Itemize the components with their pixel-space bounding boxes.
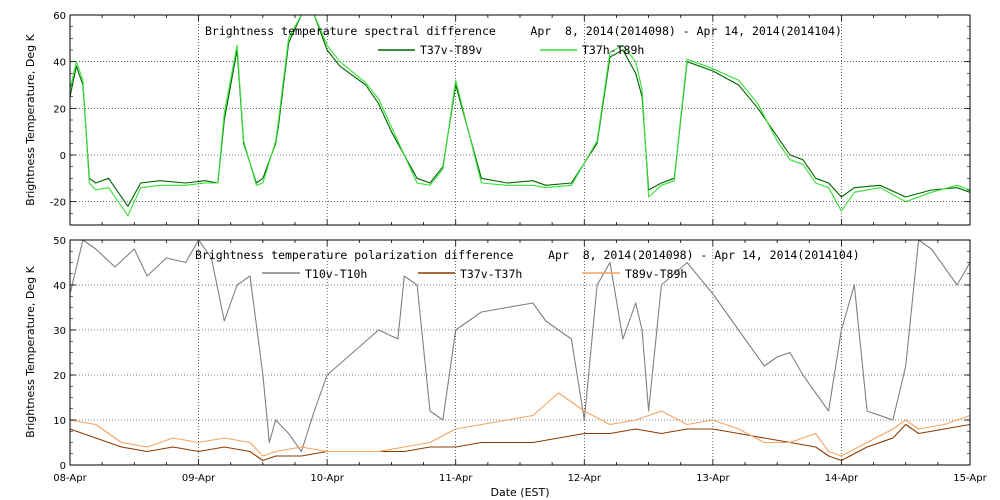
top-y-tick-label: -20 <box>50 198 66 209</box>
bottom-y-ticks: 0 10 20 30 40 50 <box>53 236 970 472</box>
legend-label-t37v-t89v: T37v-T89v <box>420 43 482 57</box>
legend-label-t10v-t10h: T10v-T10h <box>305 267 367 281</box>
bottom-series-group <box>69 239 971 462</box>
bottom-y-tick-label: 50 <box>53 236 66 247</box>
bottom-series-t89v-t89h <box>69 392 971 457</box>
x-tick-label: 12-Apr <box>568 473 602 484</box>
top-series-t37v-t89v <box>69 14 971 207</box>
x-tick-label: 08-Apr <box>53 473 87 484</box>
legend-label-t37v-t37h: T37v-T37h <box>460 267 522 281</box>
x-tick-label: 15-Apr <box>953 473 987 484</box>
top-y-tick-label: 40 <box>53 58 66 69</box>
bottom-y-tick-label: 0 <box>60 461 66 472</box>
top-y-ticks: -20 0 20 40 60 <box>50 11 970 226</box>
top-y-axis-label: Brightness Temperature, Deg K <box>24 33 37 205</box>
top-grid <box>70 15 970 225</box>
legend-label-t37h-t89h: T37h-T89h <box>582 43 644 57</box>
bottom-chart-title: Brightness temperature polarization diff… <box>195 248 860 262</box>
bottom-y-tick-label: 20 <box>53 371 66 382</box>
x-tick-label: 14-Apr <box>825 473 859 484</box>
bottom-y-tick-label: 30 <box>53 326 66 337</box>
top-y-tick-label: 0 <box>60 151 66 162</box>
top-chart-title: Brightness temperature spectral differen… <box>205 24 842 38</box>
x-tick-label: 10-Apr <box>310 473 344 484</box>
top-series-t37h-t89h <box>69 14 971 217</box>
x-tick-label: 13-Apr <box>696 473 730 484</box>
bottom-y-axis-label: Brightness Temperature, Deg K <box>24 265 37 437</box>
top-plot-frame <box>69 14 971 226</box>
bottom-y-tick-label: 40 <box>53 281 66 292</box>
bottom-series-t10v-t10h <box>69 239 971 453</box>
bottom-legend: T10v-T10h T37v-T37h T89v-T89h <box>262 267 687 281</box>
top-series-group <box>69 14 971 217</box>
x-tick-label: 11-Apr <box>439 473 473 484</box>
top-y-tick-label: 60 <box>53 11 66 22</box>
top-y-tick-label: 20 <box>53 104 66 115</box>
top-legend: T37v-T89v T37h-T89h <box>378 43 644 57</box>
x-axis-label: Date (EST) <box>490 486 549 499</box>
legend-label-t89v-t89h: T89v-T89h <box>625 267 687 281</box>
x-tick-labels: 08-Apr 09-Apr 10-Apr 11-Apr 12-Apr 13-Apr 14-A… <box>53 473 987 484</box>
x-tick-label: 09-Apr <box>182 473 216 484</box>
bottom-series-t37v-t37h <box>69 423 971 462</box>
bottom-y-tick-label: 10 <box>53 416 66 427</box>
